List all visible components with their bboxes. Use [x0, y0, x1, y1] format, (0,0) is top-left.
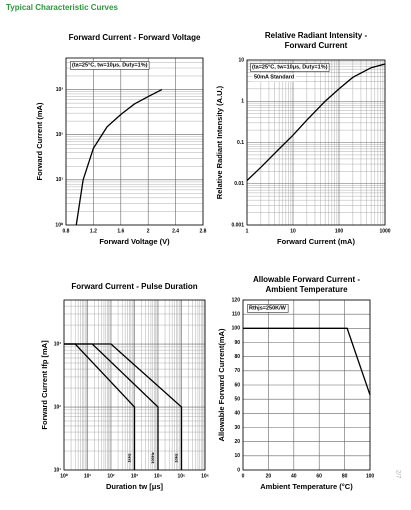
x-axis-label: Duration tw [μs] — [106, 482, 164, 491]
page-title: Typical Characteristic Curves — [6, 3, 118, 12]
x-tick-label: 2 — [147, 228, 150, 234]
x-tick-label: 1.6 — [117, 228, 124, 234]
x-tick-label: 10⁰ — [60, 473, 68, 479]
y-tick-label: 60 — [234, 382, 240, 388]
annotation: (ta=25°C, tw=10μs, Duty=1%) — [252, 64, 328, 70]
x-tick-label: 80 — [342, 473, 348, 479]
y-tick-label: 0.01 — [234, 181, 244, 187]
y-axis-label: Forward Current Ifp [mA] — [40, 340, 49, 430]
plot-frame — [242, 299, 371, 471]
x-tick-label: 2.8 — [200, 228, 207, 234]
x-tick-label: 40 — [291, 473, 297, 479]
y-tick-label: 0.1 — [237, 140, 244, 146]
x-tick-label: 2.4 — [172, 228, 179, 234]
x-tick-label: 20 — [266, 473, 272, 479]
annotation-box — [247, 304, 289, 313]
y-axis-label: Forward Current (mA) — [35, 102, 44, 180]
y-tick-label: 10¹ — [56, 177, 64, 183]
x-tick-label: 10 — [290, 228, 296, 234]
x-tick-label: 1000 — [379, 228, 390, 234]
x-axis-label: Ambient Temperature (°C) — [260, 482, 353, 491]
annotation: 50mA Standard — [254, 74, 294, 80]
x-tick-label: 10³ — [131, 473, 139, 479]
plot-frame — [246, 59, 386, 226]
series-label: 1kHz — [127, 453, 132, 462]
y-tick-label: 110 — [232, 311, 240, 317]
data-line — [64, 343, 183, 470]
y-tick-label: 10¹ — [54, 467, 62, 473]
data-line — [243, 327, 371, 396]
annotation: Rthjs=250K/W — [249, 305, 287, 311]
plot-frame — [65, 57, 204, 226]
x-tick-label: 100 — [366, 473, 375, 479]
y-tick-label: 50 — [234, 396, 240, 402]
y-tick-label: 70 — [234, 368, 240, 374]
x-tick-label: 100 — [335, 228, 344, 234]
y-tick-label: 100 — [232, 326, 241, 332]
x-tick-label: 10² — [107, 473, 115, 479]
chart-title: Ambient Temperature — [265, 285, 348, 294]
x-tick-label: 1 — [246, 228, 249, 234]
x-tick-label: 10¹ — [84, 473, 92, 479]
y-tick-label: 120 — [232, 297, 241, 303]
y-tick-label: 10³ — [56, 87, 64, 93]
annotation-box — [250, 63, 330, 72]
annotation: (ta=25°C, tw=10μs, Duty=1%) — [72, 62, 148, 68]
x-tick-label: 0.8 — [63, 228, 70, 234]
chart-title: Forward Current - Forward Voltage — [69, 33, 201, 42]
chart-title: Allowable Forward Current - — [253, 275, 360, 284]
y-tick-label: 30 — [234, 425, 240, 431]
data-line — [246, 63, 386, 181]
y-tick-label: 0.001 — [231, 222, 244, 228]
y-tick-label: 80 — [234, 354, 240, 360]
x-tick-label: 10⁵ — [178, 473, 187, 479]
y-tick-label: 90 — [234, 340, 240, 346]
page-number: 2/7 — [394, 470, 400, 479]
data-line — [75, 88, 163, 226]
x-axis-label: Forward Voltage (V) — [99, 237, 170, 246]
chart-title: Forward Current — [285, 41, 348, 50]
y-tick-label: 10² — [56, 132, 64, 138]
y-axis-label: Allowable Forward Current(mA) — [217, 328, 226, 441]
y-tick-label: 0 — [237, 467, 240, 473]
x-tick-label: 0 — [242, 473, 245, 479]
y-tick-label: 10 — [238, 57, 244, 63]
chart-title: Forward Current - Pulse Duration — [71, 282, 197, 291]
y-tick-label: 10 — [234, 453, 240, 459]
y-tick-label: 20 — [234, 439, 240, 445]
y-tick-label: 10² — [54, 404, 62, 410]
chart-title: Relative Radiant Intensity - — [265, 31, 368, 40]
x-tick-label: 10⁴ — [154, 473, 163, 479]
x-axis-label: Forward Current (mA) — [277, 237, 355, 246]
annotation-box — [252, 73, 296, 82]
x-tick-label: 1.2 — [90, 228, 97, 234]
y-axis-label: Relative Radiant Intensity (A.U.) — [215, 85, 224, 199]
annotation-box — [70, 61, 150, 70]
y-tick-label: 1 — [241, 99, 244, 105]
x-tick-label: 60 — [316, 473, 322, 479]
y-tick-label: 10⁰ — [55, 222, 63, 228]
x-tick-label: 10⁶ — [201, 473, 209, 479]
y-tick-label: 10³ — [54, 341, 62, 347]
series-label: 10Hz — [174, 453, 179, 462]
y-tick-label: 40 — [234, 411, 240, 417]
series-label: 100Hz — [150, 452, 155, 464]
